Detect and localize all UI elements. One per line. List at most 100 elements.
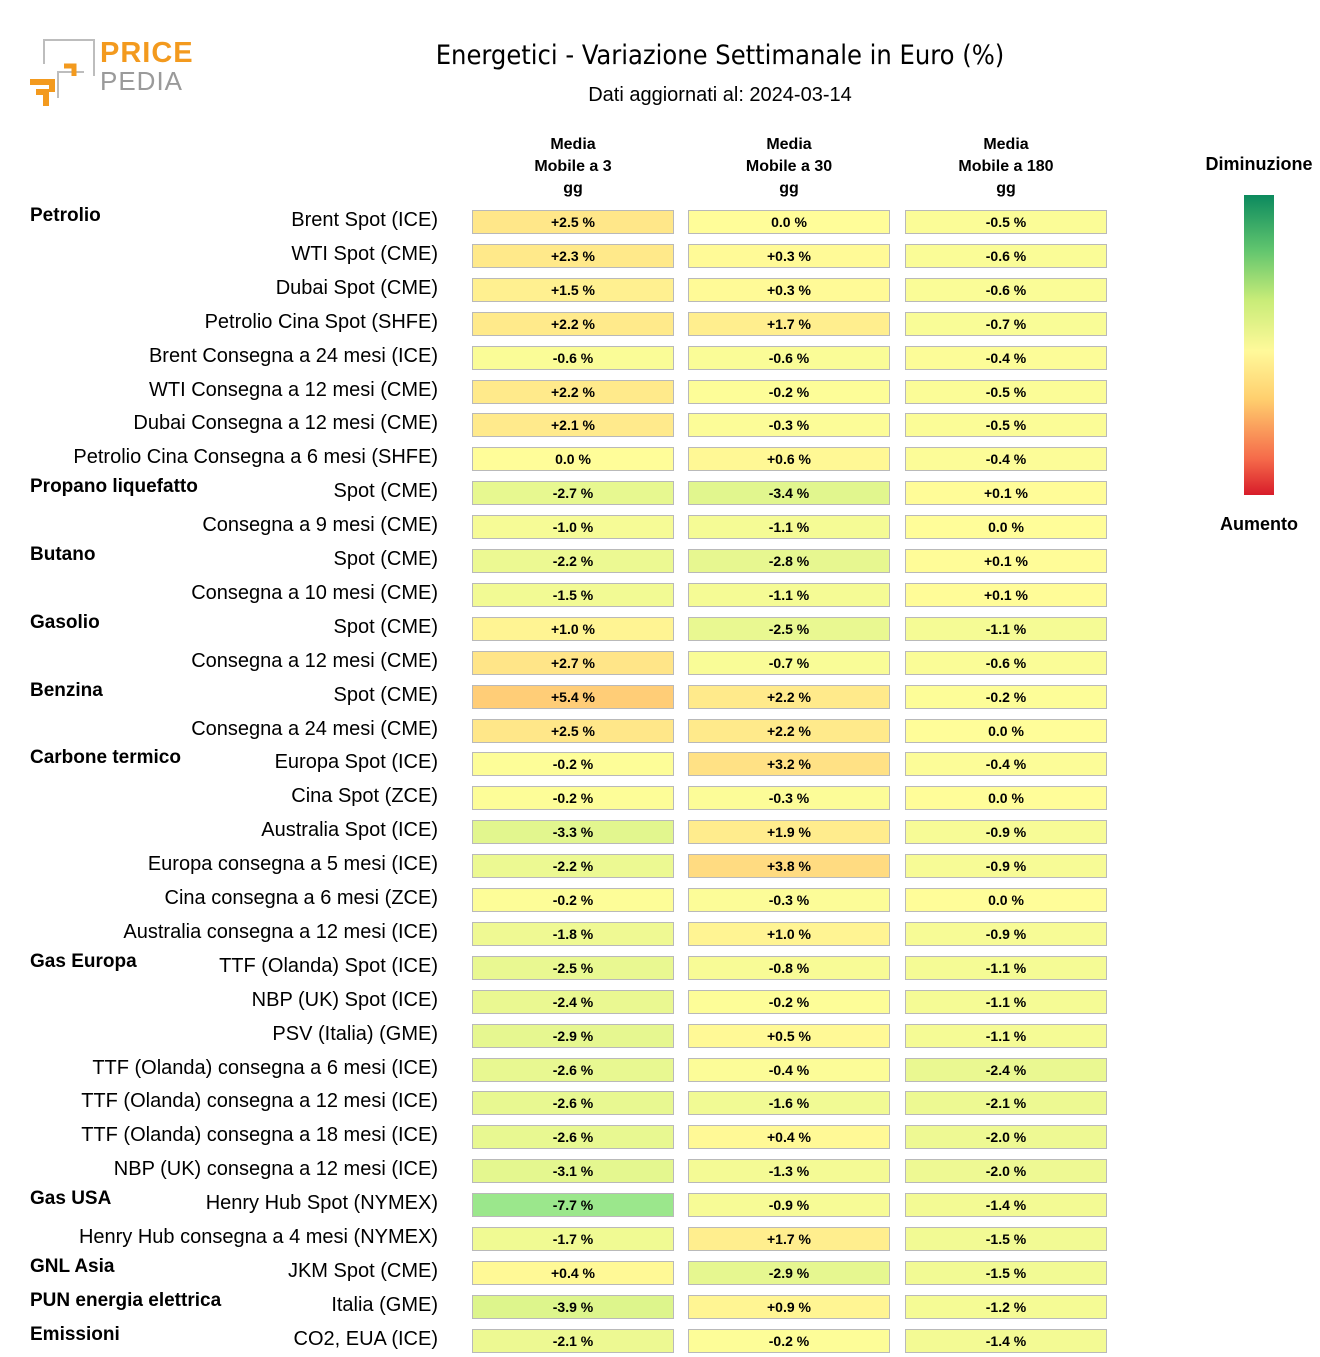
heatmap-cell: -2.5 %: [688, 616, 890, 641]
row-label: Consegna a 9 mesi (CME): [202, 514, 438, 537]
group-label: Benzina: [30, 679, 103, 701]
heatmap-cell: -1.7 %: [472, 1227, 674, 1251]
row-label: WTI Spot (CME): [291, 242, 438, 265]
heatmap-cell: +1.9 %: [688, 820, 890, 845]
heatmap-cell: -0.2 %: [905, 684, 1107, 709]
heatmap-cell: +0.5 %: [688, 1023, 890, 1048]
heatmap-cell: -3.1 %: [472, 1159, 674, 1184]
heatmap-cell: -0.4 %: [905, 345, 1107, 370]
heatmap-cell: +2.5 %: [472, 210, 674, 234]
heatmap-cell: +3.8 %: [688, 854, 890, 879]
heatmap-cell: -0.9 %: [905, 854, 1107, 879]
logo-mark-icon: [30, 39, 95, 106]
heatmap-cell: -1.1 %: [905, 1023, 1107, 1048]
heatmap-cell: 0.0 %: [905, 515, 1107, 540]
heatmap-cell: +2.3 %: [472, 243, 674, 268]
heatmap-cell: -2.6 %: [472, 1125, 674, 1150]
heatmap-cell: -1.1 %: [688, 582, 890, 607]
row-label: CO2, EUA (ICE): [293, 1327, 438, 1350]
heatmap-cell: -0.4 %: [688, 1057, 890, 1082]
heatmap-cell: -0.4 %: [905, 447, 1107, 472]
heatmap-cell: +0.3 %: [688, 277, 890, 302]
heatmap-cell: -0.2 %: [688, 379, 890, 404]
heatmap-cell: -2.7 %: [472, 481, 674, 506]
row-label: Australia Spot (ICE): [261, 819, 438, 842]
heatmap-cell: -0.7 %: [905, 311, 1107, 336]
heatmap-cell: +0.1 %: [905, 481, 1107, 506]
group-label: Butano: [30, 544, 96, 565]
row-label: Consegna a 24 mesi (CME): [191, 717, 438, 740]
group-label: Propano liquefatto: [30, 476, 198, 498]
heatmap-cell: +2.5 %: [472, 718, 674, 743]
heatmap-cell: -2.4 %: [472, 989, 674, 1014]
heatmap-cell: -2.1 %: [905, 1091, 1107, 1116]
heatmap-cell: -2.1 %: [472, 1328, 674, 1353]
row-label: Brent Consegna a 24 mesi (ICE): [148, 344, 438, 367]
heatmap-cell: -0.8 %: [688, 955, 890, 980]
heatmap-cell: 0.0 %: [905, 718, 1107, 743]
row-label: Dubai Consegna a 12 mesi (CME): [133, 412, 438, 435]
row-label: WTI Consegna a 12 mesi (CME): [149, 378, 438, 401]
heatmap-cell: +2.2 %: [688, 684, 890, 709]
legend-color-scale: [1244, 195, 1274, 495]
heatmap-cell: -1.5 %: [472, 582, 674, 607]
logo-text-price: PRICE: [100, 37, 194, 69]
heatmap-cell: -0.5 %: [905, 413, 1107, 438]
heatmap-cell: +0.6 %: [688, 447, 890, 472]
heatmap-cell: -0.2 %: [472, 786, 674, 811]
heatmap-cell: -0.6 %: [905, 650, 1107, 675]
heatmap-cell: +0.3 %: [688, 243, 890, 268]
heatmap-cell: -0.3 %: [688, 786, 890, 811]
heatmap-cell: -2.2 %: [472, 854, 674, 879]
heatmap-cell: 0.0 %: [905, 786, 1107, 811]
heatmap-cell: -1.1 %: [905, 955, 1107, 980]
heatmap-cell: -2.4 %: [905, 1057, 1107, 1082]
row-label: Spot (CME): [333, 683, 438, 706]
row-label: Spot (CME): [333, 480, 438, 503]
heatmap-cell: +2.2 %: [472, 379, 674, 404]
heatmap-cell: 0.0 %: [472, 447, 674, 472]
row-label: Spot (CME): [333, 615, 438, 638]
row-label: Consegna a 12 mesi (CME): [191, 649, 438, 672]
heatmap-cell: +5.4 %: [472, 684, 674, 709]
heatmap-cell: +0.9 %: [688, 1294, 890, 1319]
row-label: Italia (GME): [331, 1293, 438, 1316]
chart-subtitle: Dati aggiornati al: 2024-03-14: [588, 84, 852, 106]
heatmap-cell: -1.5 %: [905, 1227, 1107, 1251]
heatmap-cell: -1.1 %: [905, 616, 1107, 641]
heatmap-cell: -2.9 %: [472, 1023, 674, 1048]
heatmap-cell: -0.2 %: [688, 989, 890, 1014]
row-label: Europa consegna a 5 mesi (ICE): [147, 853, 438, 876]
legend-top-label: Diminuzione: [1205, 154, 1313, 174]
heatmap-cell: +0.4 %: [688, 1125, 890, 1150]
group-label: PUN energia elettrica: [30, 1289, 222, 1311]
heatmap-cell: -1.2 %: [905, 1294, 1107, 1319]
heatmap-cell: -1.6 %: [688, 1091, 890, 1116]
heatmap-cell: -0.5 %: [905, 210, 1107, 234]
group-label: Gas Europa: [30, 950, 137, 972]
heatmap-cell: -1.4 %: [905, 1328, 1107, 1353]
heatmap-cell: +1.7 %: [688, 311, 890, 336]
heatmap-cell: -0.2 %: [688, 1328, 890, 1353]
column-header-2: Media Mobile a 30 gg: [745, 136, 833, 197]
heatmap-cell: -2.2 %: [472, 549, 674, 573]
heatmap-cell: -0.2 %: [472, 888, 674, 912]
heatmap-cell: -2.6 %: [472, 1057, 674, 1082]
heatmap-cell: -0.9 %: [905, 921, 1107, 946]
row-label: Henry Hub consegna a 4 mesi (NYMEX): [78, 1226, 438, 1248]
heatmap-cell: -0.9 %: [688, 1193, 890, 1218]
group-label: Emissioni: [30, 1323, 120, 1345]
heatmap-cell: -3.9 %: [472, 1294, 674, 1319]
heatmap-cell: -2.6 %: [472, 1091, 674, 1116]
heatmap-cell: -0.9 %: [905, 820, 1107, 845]
heatmap-cell: -0.6 %: [688, 345, 890, 370]
row-label: Australia consegna a 12 mesi (ICE): [123, 920, 438, 943]
heatmap-cell: 0.0 %: [905, 888, 1107, 912]
heatmap-cell: -2.0 %: [905, 1125, 1107, 1150]
row-label: TTF (Olanda) consegna a 18 mesi (ICE): [81, 1124, 438, 1147]
heatmap-cell: +1.7 %: [688, 1227, 890, 1251]
row-label: Dubai Spot (CME): [275, 276, 438, 299]
heatmap-cell: -0.6 %: [905, 277, 1107, 302]
row-label: Petrolio Cina Spot (SHFE): [204, 310, 438, 333]
pricepedia-logo: PRICE PEDIA: [28, 36, 198, 111]
